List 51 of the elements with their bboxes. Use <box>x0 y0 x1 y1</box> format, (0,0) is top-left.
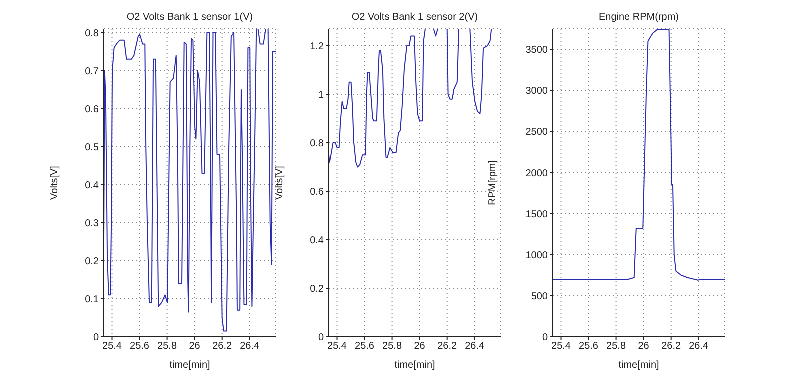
y-tick-label: 3000 <box>526 86 548 98</box>
x-axis-title: time[min] <box>394 360 436 371</box>
x-tick-label: 25.4 <box>328 341 348 352</box>
y-tick-label: 0.5 <box>85 142 100 154</box>
x-tick-label: 25.4 <box>552 341 572 352</box>
x-tick-label: 25.6 <box>579 341 599 352</box>
y-tick-label: 0.3 <box>85 218 100 230</box>
y-tick-label: 0 <box>93 332 100 344</box>
y-tick-label: 0.4 <box>310 236 324 247</box>
y-tick-label: 0 <box>318 332 324 344</box>
x-tick-label: 26.4 <box>240 341 260 352</box>
y-tick-label: 0.1 <box>85 294 100 306</box>
x-tick-label: 26.2 <box>662 341 682 352</box>
y-tick-label: 0.8 <box>310 138 324 150</box>
x-tick-label: 25.8 <box>158 341 178 352</box>
y-axis-title: Volts[V] <box>274 166 286 200</box>
y-tick-label: 0.2 <box>85 256 100 268</box>
x-tick-label: 25.8 <box>606 341 626 352</box>
x-tick-label: 25.8 <box>382 341 402 352</box>
y-axis-title: Volts[V] <box>50 166 61 200</box>
x-tick-label: 26 <box>414 341 426 352</box>
x-axis-title: time[min] <box>170 360 210 371</box>
y-tick-label: 500 <box>531 291 548 302</box>
y-tick-label: 2500 <box>526 127 548 138</box>
y-tick-label: 1.2 <box>310 42 324 53</box>
x-tick-label: 25.6 <box>355 341 375 352</box>
x-tick-label: 26.2 <box>212 341 233 352</box>
y-tick-label: 0.6 <box>310 187 324 198</box>
y-tick-label: 1000 <box>526 250 548 262</box>
x-tick-label: 26.4 <box>689 341 710 352</box>
y-tick-label: 3500 <box>526 45 548 56</box>
y-tick-label: 1 <box>318 90 324 102</box>
y-tick-label: 0.4 <box>85 180 100 192</box>
x-tick-label: 26.2 <box>438 341 458 352</box>
chart-title: O2 Volts Bank 1 sensor 1(V) <box>126 12 254 24</box>
chart-title: Engine RPM(rpm) <box>598 12 680 24</box>
chart-title: O2 Volts Bank 1 sensor 2(V) <box>350 12 480 24</box>
y-tick-label: 2000 <box>526 168 548 180</box>
y-tick-label: 0.6 <box>85 104 100 116</box>
y-tick-label: 1500 <box>526 209 548 220</box>
y-axis-title: RPM[rpm] <box>488 160 499 206</box>
x-tick-label: 26 <box>638 341 650 352</box>
y-tick-label: 0.2 <box>310 284 324 296</box>
x-tick-label: 26.4 <box>465 341 486 352</box>
x-axis-title: time[min] <box>618 360 660 371</box>
x-tick-label: 25.4 <box>102 341 122 352</box>
y-tick-label: 0.7 <box>85 66 100 78</box>
y-tick-label: 0 <box>542 332 548 344</box>
y-tick-label: 0.8 <box>85 28 100 40</box>
x-tick-label: 26 <box>189 341 201 352</box>
x-tick-label: 25.6 <box>130 341 150 352</box>
